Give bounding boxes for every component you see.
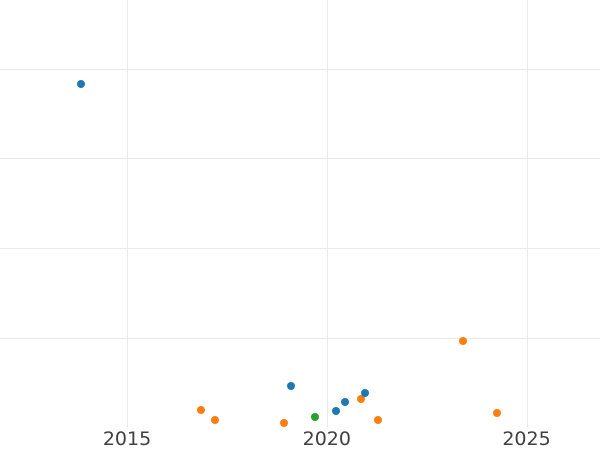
y-gridline [0, 68, 600, 70]
scatter-point-blue [286, 381, 295, 390]
x-tick-label: 2020 [302, 428, 351, 450]
plot-area [0, 0, 600, 427]
scatter-point-orange [210, 415, 219, 424]
scatter-point-blue [341, 397, 350, 406]
scatter-point-orange [373, 415, 382, 424]
y-gridline [0, 248, 600, 249]
x-gridline [326, 0, 328, 427]
scatter-point-blue [77, 80, 86, 89]
scatter-point-orange [196, 406, 205, 414]
x-gridline [127, 0, 128, 427]
x-gridline [526, 0, 528, 427]
y-gridline [0, 337, 600, 339]
scatter-point-orange [280, 419, 288, 427]
x-tick-label: 2015 [102, 428, 152, 450]
scatter-point-green [311, 413, 320, 422]
y-gridline [0, 158, 600, 160]
x-tick-label: 2025 [502, 428, 551, 450]
scatter-point-orange [492, 408, 501, 417]
scatter-point-blue [332, 406, 340, 415]
x-axis: 2015 2020 2025 [0, 427, 600, 450]
scatter-point-orange [459, 337, 467, 346]
scatter-point-blue [361, 389, 370, 397]
scatter-point-orange [357, 395, 366, 404]
